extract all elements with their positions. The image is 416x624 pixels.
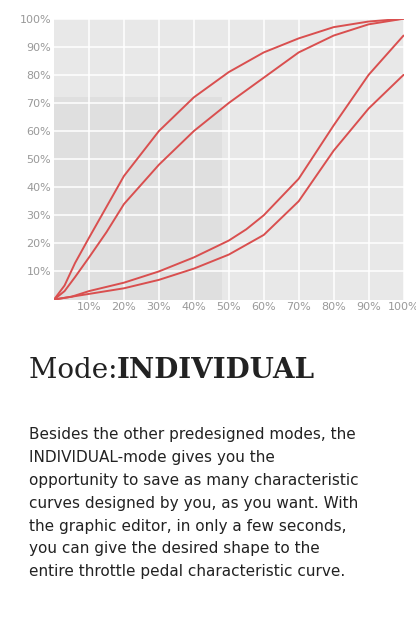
Text: Besides the other predesigned modes, the
INDIVIDUAL-mode gives you the
opportuni: Besides the other predesigned modes, the… (29, 427, 359, 579)
Polygon shape (54, 97, 222, 300)
Text: Mode:: Mode: (29, 358, 126, 384)
Text: INDIVIDUAL: INDIVIDUAL (116, 358, 314, 384)
